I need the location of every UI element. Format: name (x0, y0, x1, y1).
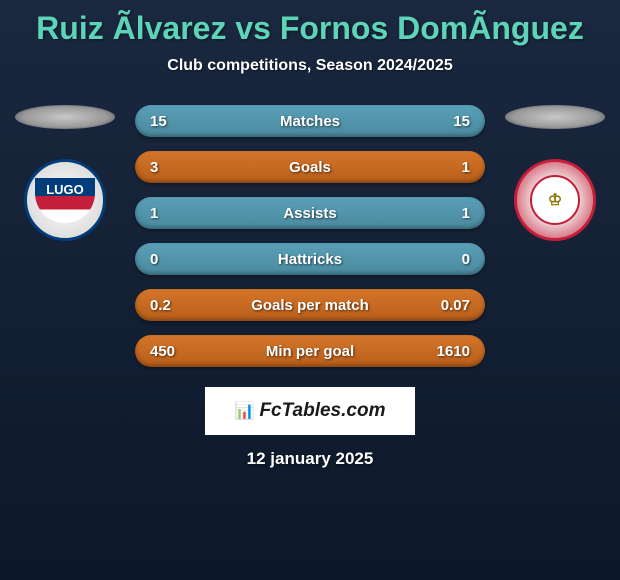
stat-label: Matches (200, 113, 420, 130)
team-right-badge-text: ♔ (530, 175, 580, 225)
stat-bar: 3Goals1 (135, 151, 485, 183)
ellipse-shadow-right (505, 105, 605, 129)
stat-left-value: 0.2 (150, 297, 200, 314)
stat-left-value: 1 (150, 205, 200, 222)
stat-label: Assists (200, 205, 420, 222)
team-left-badge: LUGO (24, 159, 106, 241)
stat-left-value: 0 (150, 251, 200, 268)
date-text: 12 january 2025 (0, 449, 620, 469)
footer-brand-text: FcTables.com (259, 400, 385, 422)
stat-label: Goals per match (200, 297, 420, 314)
stat-right-value: 0 (420, 251, 470, 268)
stat-right-value: 0.07 (420, 297, 470, 314)
page-title: Ruiz Ãlvarez vs Fornos DomÃ­nguez (0, 0, 620, 47)
ellipse-shadow-left (15, 105, 115, 129)
stat-bar: 15Matches15 (135, 105, 485, 137)
team-left-badge-text: LUGO (35, 178, 95, 223)
stat-left-value: 3 (150, 159, 200, 176)
content-area: LUGO 15Matches153Goals11Assists10Hattric… (0, 105, 620, 367)
stat-label: Goals (200, 159, 420, 176)
subtitle: Club competitions, Season 2024/2025 (0, 57, 620, 75)
team-right-column: ♔ (500, 105, 610, 241)
team-right-badge: ♔ (514, 159, 596, 241)
stat-bar: 0.2Goals per match0.07 (135, 289, 485, 321)
stat-left-value: 450 (150, 343, 200, 360)
team-left-column: LUGO (10, 105, 120, 241)
stat-left-value: 15 (150, 113, 200, 130)
chart-icon: 📊 (235, 401, 255, 421)
stat-label: Min per goal (200, 343, 420, 360)
stat-bar: 450Min per goal1610 (135, 335, 485, 367)
stat-label: Hattricks (200, 251, 420, 268)
stat-right-value: 1 (420, 205, 470, 222)
footer-brand-logo: 📊 FcTables.com (205, 387, 415, 435)
stat-right-value: 1 (420, 159, 470, 176)
stat-bar: 0Hattricks0 (135, 243, 485, 275)
stats-column: 15Matches153Goals11Assists10Hattricks00.… (135, 105, 485, 367)
stat-right-value: 15 (420, 113, 470, 130)
stat-bar: 1Assists1 (135, 197, 485, 229)
stat-right-value: 1610 (420, 343, 470, 360)
